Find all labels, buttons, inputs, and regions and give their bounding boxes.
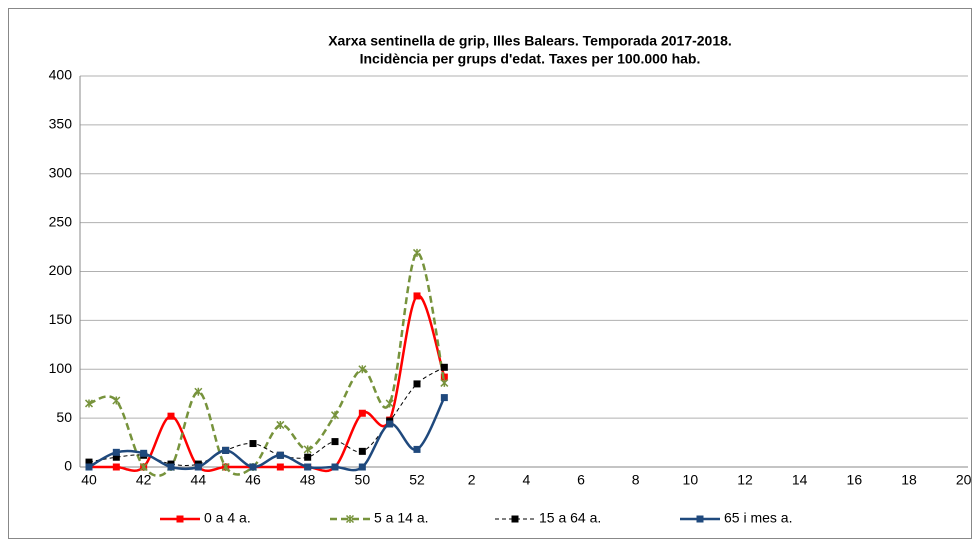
x-tick-label: 4	[522, 472, 530, 488]
x-tick-label: 52	[409, 472, 425, 488]
x-tick-label: 48	[300, 472, 316, 488]
point	[304, 453, 312, 461]
point	[385, 399, 394, 408]
y-tick-label: 200	[49, 262, 73, 278]
point	[84, 399, 94, 408]
x-tick-label: 50	[355, 472, 371, 488]
point	[440, 363, 448, 371]
point	[358, 365, 367, 374]
chart-title: Incidència per grups d'edat. Taxes per 1…	[360, 51, 701, 67]
legend-label: 5 a 14 a.	[374, 510, 429, 526]
point	[194, 387, 203, 396]
y-tick-label: 250	[49, 213, 73, 229]
point	[112, 448, 120, 456]
point	[358, 447, 366, 455]
point	[85, 463, 93, 471]
legend-marker	[176, 515, 184, 523]
point	[331, 463, 339, 471]
point	[221, 462, 230, 472]
x-tick-label: 44	[191, 472, 207, 488]
legend-label: 0 a 4 a.	[204, 510, 251, 526]
point	[112, 453, 120, 461]
x-tick-label: 8	[632, 472, 640, 488]
point	[194, 463, 202, 471]
chart-title: Xarxa sentinella de grip, Illes Balears.…	[328, 33, 732, 49]
point	[440, 394, 448, 402]
point	[112, 396, 121, 405]
chart-border	[8, 8, 972, 539]
point	[276, 463, 284, 471]
point	[140, 449, 148, 457]
point	[222, 446, 230, 454]
point	[386, 420, 394, 428]
x-tick-label: 2	[468, 472, 476, 488]
point	[440, 378, 449, 387]
y-tick-label: 0	[64, 458, 72, 474]
x-tick-label: 16	[847, 472, 863, 488]
point	[85, 458, 93, 466]
y-tick-label: 50	[56, 409, 72, 425]
point	[412, 248, 422, 257]
legend-label: 15 a 64 a.	[539, 510, 601, 526]
point	[112, 463, 120, 471]
point	[413, 445, 421, 453]
y-tick-label: 100	[49, 360, 73, 376]
x-tick-label: 12	[737, 472, 753, 488]
x-tick-label: 40	[81, 472, 97, 488]
x-tick-label: 10	[683, 472, 699, 488]
point	[276, 420, 285, 429]
legend-marker	[345, 514, 355, 524]
point	[358, 463, 366, 471]
point	[276, 451, 284, 459]
x-tick-label: 6	[577, 472, 585, 488]
y-tick-label: 400	[49, 67, 73, 83]
x-tick-label: 20	[956, 472, 972, 488]
point	[413, 380, 421, 388]
x-tick-label: 14	[792, 472, 808, 488]
x-tick-label: 46	[245, 472, 261, 488]
x-tick-label: 18	[901, 472, 917, 488]
x-tick-label: 42	[136, 472, 152, 488]
point	[249, 463, 257, 471]
legend-marker	[511, 515, 519, 523]
point	[167, 412, 175, 420]
point	[413, 292, 421, 300]
point	[139, 462, 148, 472]
point	[331, 438, 339, 446]
point	[249, 440, 257, 448]
point	[303, 445, 312, 454]
legend-label: 65 i mes a.	[724, 510, 792, 526]
y-tick-label: 150	[49, 311, 73, 327]
legend-marker	[696, 515, 704, 523]
y-tick-label: 300	[49, 164, 73, 180]
point	[167, 463, 175, 471]
point	[358, 409, 366, 417]
y-tick-label: 350	[49, 116, 73, 132]
point	[304, 463, 312, 471]
point	[330, 411, 340, 420]
